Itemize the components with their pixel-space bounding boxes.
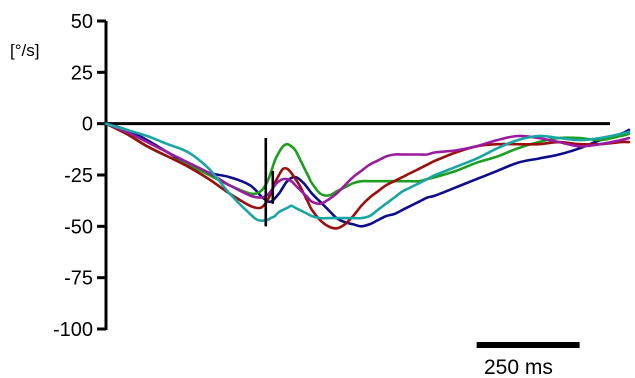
event-markers xyxy=(264,138,275,227)
series-lines xyxy=(104,122,631,230)
y-tick-label: 50 xyxy=(71,11,93,33)
series-line-2 xyxy=(104,122,631,197)
y-axis: 50 25 0 -25 -50 -75 -100 xyxy=(53,11,108,341)
series-line-3 xyxy=(104,122,631,230)
y-tick-label: -50 xyxy=(64,216,93,238)
series-line-4 xyxy=(104,122,631,206)
y-tick-label: -25 xyxy=(64,165,93,187)
series-line-5 xyxy=(104,122,631,223)
scale-bar-label: 250 ms xyxy=(484,356,553,378)
y-tick-label: -100 xyxy=(53,319,93,341)
y-tick-label: 25 xyxy=(71,62,93,84)
y-axis-unit-label: [°/s] xyxy=(10,41,39,60)
series-line-1 xyxy=(104,122,631,228)
y-tick-label: 0 xyxy=(82,114,93,136)
time-scale-bar: 250 ms xyxy=(476,342,580,378)
y-tick-label: -75 xyxy=(64,268,93,290)
